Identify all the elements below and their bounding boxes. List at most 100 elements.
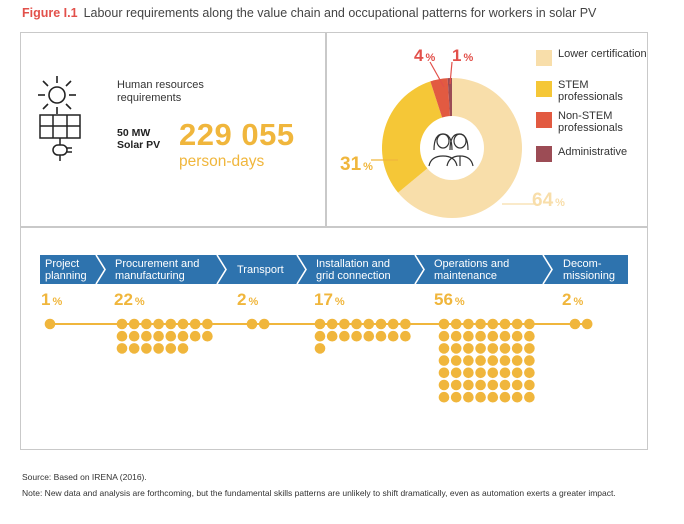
value-dot	[475, 379, 486, 391]
value-dot	[511, 391, 523, 403]
value-dot	[463, 343, 474, 354]
value-dot	[511, 343, 523, 354]
stage-transport: Transport	[237, 263, 284, 276]
value-dot	[189, 330, 201, 342]
donut-leader-lines	[371, 61, 536, 205]
dot-group-5	[569, 318, 593, 330]
value-dot	[387, 318, 399, 330]
value-dot	[153, 318, 164, 330]
value-dot	[499, 318, 511, 330]
value-dot	[363, 330, 375, 342]
leader-line-4	[429, 61, 445, 88]
value-dot	[116, 318, 128, 330]
total-person-days-value: 229 055	[179, 117, 295, 152]
dot-group-3	[314, 318, 411, 354]
stage-pct-transport: 2%	[237, 290, 259, 309]
value-dot	[450, 391, 462, 403]
value-chain-dot-chart	[44, 318, 593, 403]
value-dot	[499, 343, 511, 354]
value-dot	[438, 343, 450, 354]
value-dot	[326, 318, 338, 330]
sun-icon	[38, 76, 76, 114]
legend-swatch	[536, 146, 552, 162]
stage-operations: Operations and maintenance	[434, 257, 510, 282]
donut-slice-stem-professionals	[382, 81, 452, 193]
dot-group-1	[116, 318, 213, 354]
value-dot	[463, 318, 474, 330]
value-dot	[511, 318, 523, 330]
value-dot	[475, 318, 486, 330]
chevron-separator-icon	[542, 255, 553, 284]
value-dot	[165, 330, 177, 342]
leader-line-1	[449, 61, 453, 85]
value-dot	[438, 391, 450, 403]
value-dot	[499, 391, 511, 403]
value-dot	[475, 391, 486, 403]
value-dot	[116, 343, 128, 354]
panel-divider-vertical	[325, 32, 327, 226]
dot-group-0	[44, 318, 56, 330]
legend-swatch	[536, 112, 552, 128]
dot-group-2	[246, 318, 270, 330]
value-dot	[511, 379, 523, 391]
value-dot	[400, 330, 411, 342]
stage-pct-decommissioning: 2%	[562, 290, 584, 309]
value-dot	[141, 330, 152, 342]
capacity-label: 50 MW Solar PV	[117, 127, 161, 151]
dot-group-4	[438, 318, 535, 403]
legend-label: STEM professionals	[558, 79, 623, 103]
value-dot	[375, 330, 387, 342]
hr-requirements-label: Human resources requirements	[117, 79, 204, 104]
workers-icon	[428, 133, 474, 167]
chevron-separator-icon	[296, 255, 307, 284]
value-dot	[314, 343, 326, 354]
value-dot	[339, 318, 350, 330]
panel-divider-horizontal	[20, 226, 648, 228]
value-dot	[487, 379, 499, 391]
value-dot	[438, 379, 450, 391]
value-dot	[177, 318, 189, 330]
value-dot	[569, 318, 581, 330]
value-dot	[258, 318, 270, 330]
occupation-donut-chart	[382, 78, 522, 218]
value-dot	[463, 391, 474, 403]
stage-pct-project-planning: 1%	[41, 290, 63, 309]
value-dot	[487, 343, 499, 354]
value-dot	[246, 318, 258, 330]
value-dot	[375, 318, 387, 330]
value-dot	[339, 330, 350, 342]
value-dot	[463, 367, 474, 379]
note-text: Note: New data and analysis are forthcom…	[22, 488, 616, 498]
value-dot	[438, 330, 450, 342]
pie-label-administrative: 1%	[452, 46, 474, 65]
value-dot	[314, 330, 326, 342]
value-dot	[524, 367, 535, 379]
pie-label-non-stem: 4%	[414, 46, 436, 65]
value-dot	[202, 330, 213, 342]
value-dot	[165, 318, 177, 330]
value-dot	[487, 355, 499, 366]
value-dot	[351, 330, 362, 342]
legend-swatch	[536, 50, 552, 66]
value-dot	[450, 355, 462, 366]
value-dot	[450, 318, 462, 330]
value-dot	[128, 318, 140, 330]
value-dot	[524, 318, 535, 330]
value-dot	[475, 367, 486, 379]
value-dot	[581, 318, 593, 330]
value-dot	[475, 330, 486, 342]
solar-panel-icon	[39, 114, 81, 161]
value-dot	[153, 330, 164, 342]
value-dot	[487, 330, 499, 342]
value-dot	[499, 367, 511, 379]
value-dot	[438, 318, 450, 330]
value-dot	[475, 343, 486, 354]
value-dot	[450, 379, 462, 391]
value-dot	[351, 318, 362, 330]
stage-pct-operations: 56%	[434, 290, 465, 309]
value-dot	[141, 318, 152, 330]
value-dot	[524, 391, 535, 403]
value-chain-bar	[40, 255, 628, 284]
value-dot	[165, 343, 177, 354]
figure-caption: Labour requirements along the value chai…	[83, 6, 597, 20]
